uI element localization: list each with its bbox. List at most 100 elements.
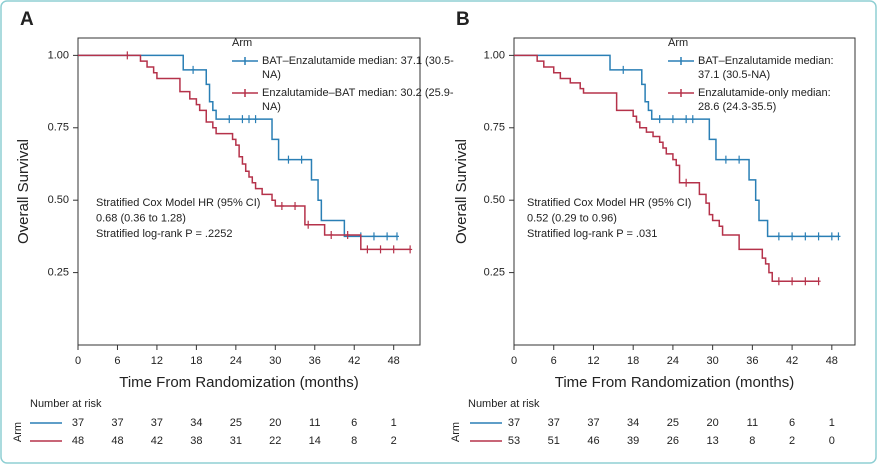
risk-count: 0 — [829, 435, 835, 447]
annotation: Stratified Cox Model HR (95% CI) — [527, 197, 691, 209]
risk-count: 26 — [667, 435, 679, 447]
annotation: 0.52 (0.29 to 0.96) — [527, 212, 617, 224]
legend-swatch-line — [232, 89, 258, 97]
censor-mark — [684, 115, 689, 124]
censor-mark — [293, 201, 298, 210]
censor-mark — [803, 277, 808, 286]
censor-mark — [621, 65, 626, 74]
y-tick-label: 0.50 — [48, 194, 69, 206]
y-tick-label: 0.75 — [48, 122, 69, 134]
annotation: 0.68 (0.36 to 1.28) — [96, 212, 186, 224]
risk-count: 38 — [190, 435, 202, 447]
risk-count: 51 — [548, 435, 560, 447]
legend-entry: Enzalutamide–BAT median: 30.2 (25.9-NA) — [232, 86, 472, 114]
censor-mark — [684, 178, 689, 187]
risk-count: 34 — [627, 417, 639, 429]
censor-mark — [191, 65, 196, 74]
survival-curve — [78, 54, 411, 251]
risk-count: 22 — [269, 435, 281, 447]
censor-mark — [227, 115, 232, 124]
risk-count: 20 — [707, 417, 719, 429]
risk-count: 1 — [829, 417, 835, 429]
survival-curve — [514, 54, 819, 283]
censor-mark — [816, 277, 821, 286]
annotation: Stratified log-rank P = .031 — [527, 228, 657, 240]
risk-title: Number at risk — [30, 398, 102, 410]
censor-mark — [829, 232, 834, 241]
risk-count: 48 — [111, 435, 123, 447]
risk-count: 25 — [667, 417, 679, 429]
y-tick-label: 1.00 — [484, 49, 505, 61]
plot-frame — [77, 37, 421, 346]
risk-count: 37 — [548, 417, 560, 429]
risk-count: 8 — [749, 435, 755, 447]
legend-label: Enzalutamide–BAT median: 30.2 (25.9-NA) — [262, 87, 454, 113]
censor-mark — [371, 232, 376, 241]
legend-entry: BAT–Enzalutamide median: 37.1 (30.5-NA) — [232, 54, 472, 82]
panel-label: A — [20, 9, 34, 30]
risk-count: 34 — [190, 417, 202, 429]
censor-mark — [737, 155, 742, 164]
legend: Arm BAT–Enzalutamide median: 37.1 (30.5-N… — [232, 36, 472, 118]
survival-curve — [514, 54, 839, 238]
panel-label: B — [456, 9, 470, 30]
censor-mark — [803, 232, 808, 241]
censor-mark — [408, 245, 413, 254]
censor-mark — [385, 232, 390, 241]
x-tick-label: 48 — [388, 355, 400, 367]
censor-mark — [365, 245, 370, 254]
censor-mark — [670, 115, 675, 124]
annotation: Stratified log-rank P = .2252 — [96, 228, 232, 240]
y-tick-label: 1.00 — [48, 49, 69, 61]
risk-count: 6 — [789, 417, 795, 429]
legend-label: BAT–Enzalutamide median: 37.1 (30.5-NA) — [698, 55, 834, 81]
y-axis-title: Overall Survival — [453, 139, 470, 244]
censor-mark — [776, 232, 781, 241]
risk-count: 31 — [230, 435, 242, 447]
risk-title: Number at risk — [468, 398, 540, 410]
legend-swatch-line — [668, 89, 694, 97]
x-tick-label: 0 — [511, 355, 517, 367]
risk-count: 14 — [309, 435, 321, 447]
censor-mark — [240, 115, 245, 124]
risk-count: 25 — [230, 417, 242, 429]
censor-mark — [286, 155, 291, 164]
x-tick-label: 12 — [151, 355, 163, 367]
legend-swatch — [232, 89, 258, 97]
risk-count: 2 — [789, 435, 795, 447]
x-tick-label: 6 — [114, 355, 120, 367]
risk-count: 37 — [111, 417, 123, 429]
risk-count: 48 — [72, 435, 84, 447]
risk-count: 1 — [391, 417, 397, 429]
censor-mark — [125, 51, 130, 60]
risk-count: 42 — [151, 435, 163, 447]
censor-mark — [247, 115, 251, 124]
plot-frame — [513, 37, 856, 346]
risk-count: 6 — [351, 417, 357, 429]
x-tick-label: 12 — [587, 355, 599, 367]
y-tick-label: 0.25 — [48, 267, 69, 279]
censor-mark — [306, 220, 311, 229]
risk-count: 37 — [151, 417, 163, 429]
censor-mark — [345, 230, 350, 239]
x-tick-label: 42 — [786, 355, 798, 367]
x-tick-label: 36 — [746, 355, 758, 367]
censor-mark — [394, 232, 399, 241]
censor-mark — [816, 232, 821, 241]
x-tick-label: 18 — [190, 355, 202, 367]
legend-entry: Enzalutamide-only median: 28.6 (24.3-35.… — [668, 86, 843, 114]
legend-title: Arm — [668, 37, 689, 49]
legend-title: Arm — [232, 37, 253, 49]
x-tick-label: 36 — [309, 355, 321, 367]
legend-swatch-line — [232, 57, 258, 65]
censor-mark — [253, 115, 258, 124]
risk-count: 37 — [508, 417, 520, 429]
legend-label: BAT–Enzalutamide median: 37.1 (30.5-NA) — [262, 55, 454, 81]
y-axis-title: Overall Survival — [15, 139, 32, 244]
legend-entry: BAT–Enzalutamide median: 37.1 (30.5-NA) — [668, 54, 843, 82]
risk-axis-label: Arm — [12, 422, 24, 442]
risk-count: 11 — [747, 417, 758, 429]
risk-count: 37 — [72, 417, 84, 429]
legend-swatch — [668, 57, 694, 65]
